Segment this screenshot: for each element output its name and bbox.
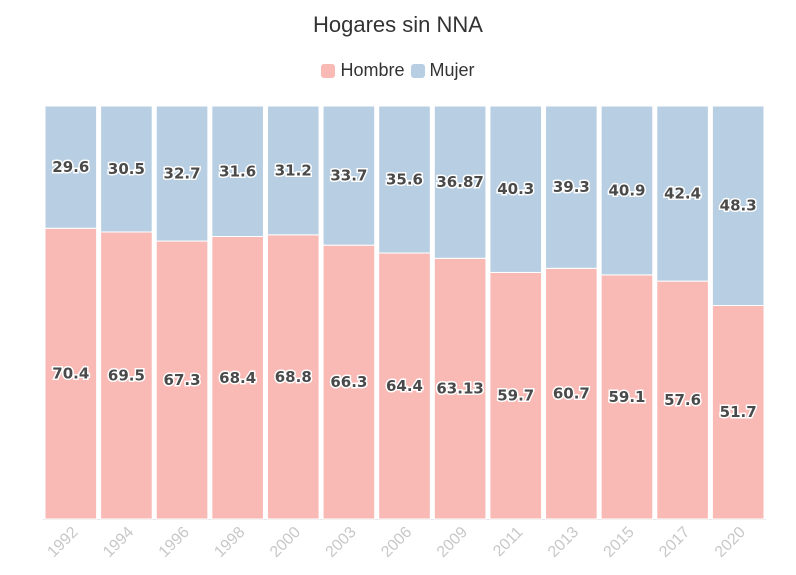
x-tick-label-2020: 2020: [712, 524, 749, 561]
data-label-mujer-2003: 33.7: [330, 167, 367, 185]
bar-hombre-2020[interactable]: [711, 304, 765, 520]
data-label-hombre-2015: 59.1: [608, 388, 645, 406]
bar-hombre-1996[interactable]: [155, 240, 209, 520]
data-label-mujer-1998: 31.6: [219, 162, 256, 180]
data-label-hombre-2003: 66.3: [330, 373, 367, 391]
x-tick-label-1994: 1994: [100, 524, 137, 561]
bar-hombre-2011[interactable]: [489, 271, 543, 520]
legend-swatch-hombre: [321, 63, 336, 78]
data-label-mujer-1992: 29.6: [52, 158, 89, 176]
bar-mujer-1996[interactable]: [155, 105, 209, 242]
data-label-hombre-2011: 59.7: [497, 387, 534, 405]
legend: Hombre Mujer: [0, 60, 796, 81]
bar-mujer-2006[interactable]: [378, 105, 431, 254]
bar-mujer-1994[interactable]: [100, 105, 153, 233]
data-label-mujer-2020: 48.3: [720, 197, 757, 215]
x-tick-label-1998: 1998: [211, 524, 248, 561]
bar-mujer-2020[interactable]: [711, 105, 765, 306]
x-tick-label-1996: 1996: [156, 524, 193, 561]
chart-title: Hogares sin NNA: [313, 12, 483, 37]
data-label-hombre-1996: 67.3: [164, 371, 201, 389]
x-tick-label-2011: 2011: [490, 524, 526, 560]
bar-mujer-2013[interactable]: [545, 105, 598, 269]
bar-mujer-1998[interactable]: [211, 105, 264, 238]
bar-hombre-1994[interactable]: [100, 231, 153, 520]
data-label-hombre-2013: 60.7: [553, 385, 590, 403]
data-label-mujer-2017: 42.4: [664, 185, 701, 203]
bar-hombre-2009[interactable]: [433, 257, 487, 520]
bar-mujer-2017[interactable]: [656, 105, 709, 282]
legend-swatch-mujer: [410, 63, 425, 78]
data-label-hombre-2020: 51.7: [720, 403, 757, 421]
bar-hombre-2000[interactable]: [266, 234, 320, 520]
data-label-hombre-2006: 64.4: [386, 377, 423, 395]
bar-mujer-2011[interactable]: [489, 105, 543, 273]
data-label-mujer-2013: 39.3: [553, 178, 590, 196]
x-tick-label-2006: 2006: [378, 524, 415, 561]
x-tick-label-2013: 2013: [545, 524, 582, 561]
x-tick-label-1992: 1992: [44, 524, 81, 561]
data-label-mujer-2000: 31.2: [275, 161, 312, 179]
x-tick-label-2003: 2003: [323, 524, 360, 561]
data-label-mujer-2015: 40.9: [608, 181, 645, 199]
data-label-mujer-2011: 40.3: [497, 180, 534, 198]
legend-label-mujer: Mujer: [429, 60, 475, 80]
x-tick-label-2000: 2000: [267, 524, 304, 561]
x-tick-label-2017: 2017: [656, 524, 693, 561]
data-label-mujer-1996: 32.7: [164, 165, 201, 183]
data-label-hombre-2017: 57.6: [664, 391, 701, 409]
data-label-hombre-1994: 69.5: [108, 366, 145, 384]
bar-hombre-2003[interactable]: [322, 244, 376, 520]
bar-hombre-2013[interactable]: [545, 267, 598, 520]
bar-hombre-1992[interactable]: [44, 227, 98, 520]
data-label-hombre-2009: 63.13: [436, 380, 483, 398]
legend-item-mujer[interactable]: Mujer: [410, 60, 475, 81]
data-label-hombre-1992: 70.4: [52, 365, 89, 383]
data-label-hombre-2000: 68.8: [275, 368, 312, 386]
legend-item-hombre[interactable]: Hombre: [321, 60, 405, 81]
bar-mujer-2000[interactable]: [266, 105, 320, 236]
bar-hombre-2006[interactable]: [378, 252, 431, 520]
bar-hombre-2015[interactable]: [600, 274, 654, 520]
x-tick-label-2015: 2015: [601, 524, 638, 561]
bar-hombre-1998[interactable]: [211, 236, 264, 520]
data-label-mujer-2006: 35.6: [386, 171, 423, 189]
data-label-hombre-1998: 68.4: [219, 369, 256, 387]
bar-mujer-2009[interactable]: [433, 105, 487, 259]
bar-mujer-2003[interactable]: [322, 105, 376, 246]
data-label-mujer-1994: 30.5: [108, 160, 145, 178]
bar-mujer-2015[interactable]: [600, 105, 654, 276]
legend-label-hombre: Hombre: [340, 60, 405, 80]
bar-hombre-2017[interactable]: [656, 280, 709, 520]
data-label-mujer-2009: 36.87: [436, 173, 483, 191]
x-tick-label-2009: 2009: [434, 524, 471, 561]
bar-mujer-1992[interactable]: [44, 105, 98, 229]
